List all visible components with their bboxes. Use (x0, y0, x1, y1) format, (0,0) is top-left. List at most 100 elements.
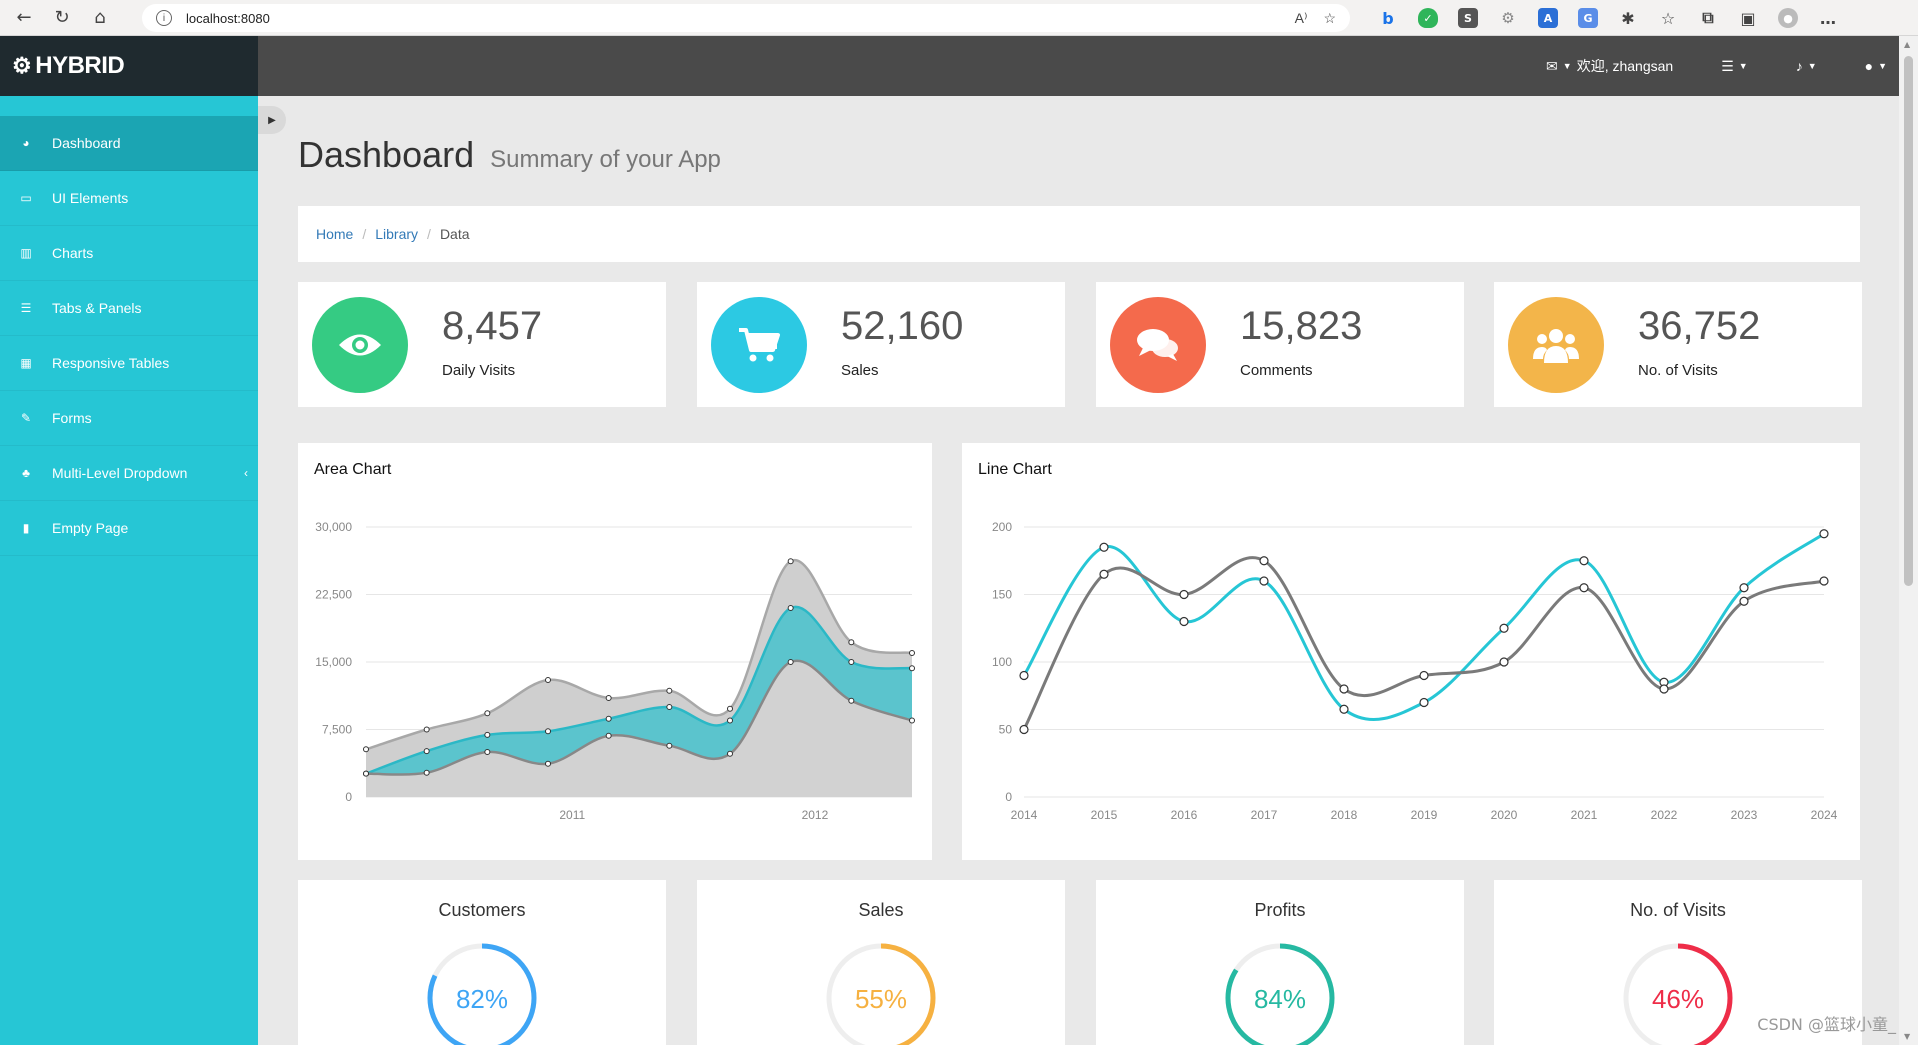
area-data-point[interactable] (909, 665, 915, 672)
back-arrow-icon[interactable]: ← (16, 7, 32, 28)
breadcrumb-separator: / (362, 226, 367, 242)
area-data-point[interactable] (666, 742, 673, 749)
line-data-point[interactable] (1819, 529, 1829, 539)
area-data-point[interactable] (727, 750, 733, 757)
line-data-point[interactable] (1019, 670, 1029, 681)
line-data-point[interactable] (1499, 623, 1509, 633)
area-data-point[interactable] (909, 650, 915, 656)
sidebar-item-tabs-panels[interactable]: ☰ Tabs & Panels (0, 281, 258, 336)
home-icon[interactable]: ⌂ (94, 7, 106, 28)
area-data-point[interactable] (666, 704, 673, 710)
favorite-star-icon[interactable]: ☆ (1323, 9, 1336, 26)
more-menu-icon[interactable]: … (1820, 8, 1836, 28)
x-tick-label: 2020 (1491, 808, 1518, 822)
x-tick-label: 2017 (1251, 808, 1278, 822)
line-data-point[interactable] (1819, 576, 1829, 586)
breadcrumb-library[interactable]: Library (375, 226, 419, 242)
profile-avatar-icon[interactable]: ● (1778, 8, 1798, 28)
area-data-point[interactable] (666, 687, 673, 694)
address-bar[interactable]: i localhost:8080 A⁾ ☆ (142, 4, 1350, 32)
line-data-point[interactable] (1099, 569, 1109, 579)
area-data-point[interactable] (545, 728, 551, 735)
line-data-point[interactable] (1179, 616, 1189, 627)
line-data-point[interactable] (1659, 684, 1669, 694)
scroll-up-icon[interactable]: ▲ (1904, 40, 1911, 49)
line-data-point[interactable] (1179, 589, 1189, 600)
sidebar-toggle-caret-icon[interactable]: ▶ (258, 106, 286, 134)
desktop-icon: ▭ (20, 191, 32, 205)
line-data-point[interactable] (1419, 697, 1429, 708)
line-data-point[interactable] (1739, 583, 1749, 593)
sidebar-item-dashboard[interactable]: ◕ Dashboard (0, 116, 258, 171)
area-data-point[interactable] (484, 749, 491, 755)
area-data-point[interactable] (363, 770, 369, 777)
x-tick-label: 2019 (1411, 808, 1438, 822)
area-data-point[interactable] (848, 697, 855, 704)
collections-icon[interactable]: ⧉ (1702, 8, 1714, 27)
gear-extension-icon[interactable]: ⚙ (1501, 9, 1515, 27)
scrollbar-thumb[interactable] (1904, 56, 1913, 586)
sidebar-item-responsive-tables[interactable]: ▦ Responsive Tables (0, 336, 258, 391)
line-data-point[interactable] (1339, 704, 1349, 714)
area-data-point[interactable] (545, 760, 551, 767)
area-data-point[interactable] (787, 659, 794, 665)
sidebar-item-forms[interactable]: ✎ Forms (0, 391, 258, 446)
area-data-point[interactable] (787, 558, 794, 565)
area-data-point[interactable] (605, 732, 612, 739)
area-data-point[interactable] (787, 605, 794, 611)
brand-logo[interactable]: ⚙ HYBRID (0, 36, 258, 96)
alerts-dropdown[interactable]: ♪ ▼ (1796, 58, 1817, 74)
s-extension-icon[interactable]: S (1458, 8, 1478, 28)
tasks-dropdown[interactable]: ☰ ▼ (1721, 58, 1747, 75)
info-icon[interactable]: i (156, 10, 172, 26)
line-data-point[interactable] (1579, 583, 1589, 593)
area-data-point[interactable] (545, 677, 551, 683)
breadcrumb-home[interactable]: Home (316, 226, 354, 242)
favorites-icon[interactable]: ☆ (1660, 8, 1676, 28)
area-data-point[interactable] (423, 748, 430, 755)
line-data-point[interactable] (1019, 724, 1029, 735)
page-scrollbar[interactable]: ▲ ▼ (1899, 36, 1918, 1045)
line-data-point[interactable] (1419, 670, 1429, 681)
donut-title: No. of Visits (1630, 900, 1726, 920)
area-data-point[interactable] (727, 705, 733, 712)
sidebar-item-charts[interactable]: ▥ Charts (0, 226, 258, 281)
area-data-point[interactable] (484, 710, 491, 717)
shield-extension-icon[interactable]: ✓ (1418, 8, 1438, 28)
area-data-point[interactable] (423, 726, 430, 733)
sidebar-item-empty-page[interactable]: ▮ Empty Page (0, 501, 258, 556)
translate-icon[interactable]: A (1538, 8, 1558, 28)
read-aloud-icon[interactable]: A⁾ (1294, 9, 1308, 26)
area-data-point[interactable] (727, 717, 733, 724)
line-data-point[interactable] (1739, 596, 1749, 606)
bing-icon[interactable]: b (1382, 8, 1394, 28)
line-data-point[interactable] (1259, 556, 1269, 566)
google-translate-icon[interactable]: G (1578, 8, 1598, 28)
messages-dropdown[interactable]: ✉ ▼ 欢迎, zhangsan (1546, 56, 1673, 76)
reload-icon[interactable]: ↻ (54, 7, 70, 28)
line-data-point[interactable] (1579, 556, 1589, 566)
area-data-point[interactable] (484, 731, 491, 738)
scroll-down-icon[interactable]: ▼ (1904, 1032, 1911, 1041)
area-data-point[interactable] (605, 695, 612, 701)
area-data-point[interactable] (848, 639, 855, 646)
user-dropdown[interactable]: ● ▼ (1865, 58, 1887, 74)
line-data-point[interactable] (1099, 542, 1109, 552)
sidebar-item-multi-level-dropdown[interactable]: ♣ Multi-Level Dropdown ‹ (0, 446, 258, 501)
line-data-point[interactable] (1339, 684, 1349, 694)
sidebar-item-ui-elements[interactable]: ▭ UI Elements (0, 171, 258, 226)
line-data-point[interactable] (1499, 657, 1509, 667)
bar-chart-icon: ▥ (20, 246, 32, 260)
extensions-puzzle-icon[interactable]: ✱ (1621, 8, 1635, 28)
donut-card-customers: Customers 82% (298, 880, 666, 1045)
stat-value: 52,160 (841, 304, 964, 348)
area-data-point[interactable] (848, 659, 855, 665)
area-data-point[interactable] (423, 769, 430, 776)
area-data-point[interactable] (363, 746, 369, 753)
watermark-text: CSDN @篮球小童_ (1757, 1015, 1896, 1034)
sidebar-panel-icon[interactable]: ▣ (1740, 8, 1756, 28)
line-data-point[interactable] (1259, 576, 1269, 586)
area-data-point[interactable] (605, 715, 612, 722)
area-data-point[interactable] (909, 717, 915, 724)
x-tick-label: 2021 (1571, 808, 1598, 822)
